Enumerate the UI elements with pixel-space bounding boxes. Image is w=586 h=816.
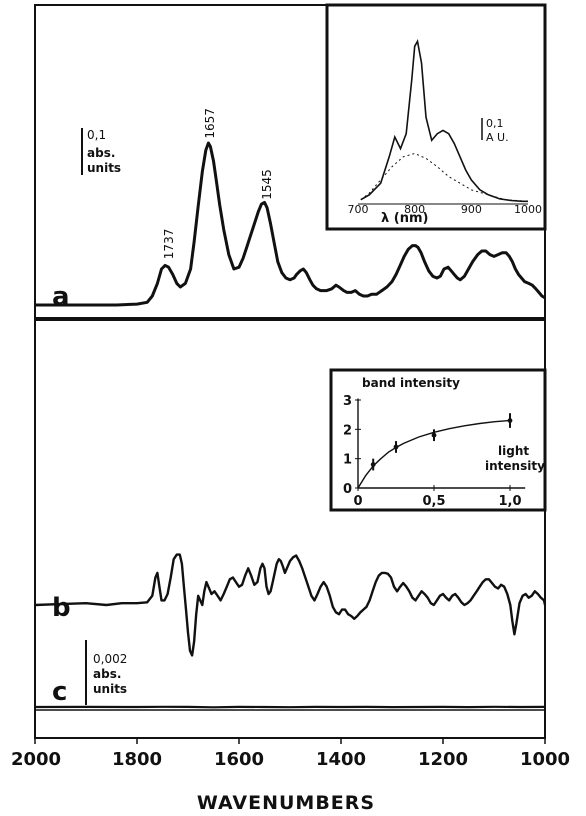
inset-b-plot bbox=[357, 413, 513, 489]
x-tick-label: 1200 bbox=[418, 749, 468, 770]
panel-c-scale-value: 0,002 bbox=[93, 652, 127, 666]
inset-b-point bbox=[507, 418, 513, 423]
inset-b-ticks: 0 1 2 3 0 0,5 1,0 bbox=[343, 394, 526, 509]
x-tick-label: 1800 bbox=[112, 749, 162, 770]
inset-b-xtick: 0,5 bbox=[422, 494, 445, 509]
inset-a-xtick: 900 bbox=[461, 203, 482, 216]
panel-a-scale-unit1: abs. bbox=[87, 146, 115, 160]
peak-label: 1657 bbox=[203, 108, 217, 139]
panel-a-peak-labels: 1737 1657 1545 bbox=[162, 108, 274, 259]
panel-b-label: b bbox=[52, 593, 71, 623]
x-tick-label: 2000 bbox=[11, 749, 61, 770]
inset-a-scale-value: 0,1 bbox=[486, 117, 504, 130]
x-tick-label: 1600 bbox=[214, 749, 264, 770]
inset-b-xlabel1: light bbox=[498, 444, 529, 458]
inset-b-xtick: 0 bbox=[353, 494, 362, 509]
inset-b-ytick: 0 bbox=[343, 482, 352, 497]
inset-a-dashed-line bbox=[360, 152, 529, 202]
inset-a-xlabel: λ (nm) bbox=[381, 211, 428, 226]
inset-b-ylabel: band intensity bbox=[362, 376, 460, 390]
inset-a-xtick: 1000 bbox=[514, 203, 542, 216]
peak-label: 1737 bbox=[162, 229, 176, 260]
panel-a bbox=[35, 141, 546, 307]
x-axis-label: WAVENUMBERS bbox=[197, 792, 375, 814]
panel-c-label: c bbox=[52, 677, 67, 707]
inset-a-xtick: 800 bbox=[404, 203, 425, 216]
panel-bc-frame bbox=[34, 317, 546, 739]
inset-b-ytick: 1 bbox=[343, 453, 352, 468]
panel-a-series-line bbox=[35, 141, 546, 307]
inset-b-frame bbox=[329, 368, 547, 512]
inset-a-plot bbox=[360, 38, 529, 203]
inset-b-xlabel2: intensity bbox=[485, 459, 545, 473]
panel-c-scale-unit1: abs. bbox=[93, 667, 121, 681]
inset-a-scale-bar: 0,1 A U. bbox=[481, 117, 509, 144]
inset-b-xtick: 1,0 bbox=[498, 494, 521, 509]
x-tick-label: 1400 bbox=[316, 749, 366, 770]
panel-b bbox=[34, 553, 547, 657]
inset-b: 0 1 2 3 0 0,5 1,0 band intensity light intensi… bbox=[329, 368, 547, 512]
panel-c-scale-unit2: units bbox=[93, 682, 127, 696]
inset-a-xticks: 700 800 900 1000 bbox=[348, 203, 543, 216]
inset-b-point bbox=[393, 444, 399, 450]
inset-a: 700 800 900 1000 λ (nm) 0,1 A U. bbox=[325, 3, 547, 231]
panel-a-scale-value: 0,1 bbox=[87, 128, 106, 142]
panel-b-series-line bbox=[34, 553, 547, 657]
inset-a-scale-unit: A U. bbox=[486, 131, 509, 144]
panel-c-series-line bbox=[34, 705, 546, 709]
inset-b-point bbox=[431, 432, 437, 438]
panel-a-scale-bar: 0,1 abs. units bbox=[81, 128, 121, 175]
inset-a-frame bbox=[325, 3, 547, 231]
x-tick-label: 1000 bbox=[520, 749, 570, 770]
panel-c bbox=[34, 705, 546, 709]
panel-a-label: a bbox=[52, 282, 70, 312]
peak-label: 1545 bbox=[260, 169, 274, 200]
x-axis: 2000 1800 1600 1400 1200 1000 bbox=[11, 738, 570, 770]
inset-b-point bbox=[370, 462, 376, 467]
inset-a-xtick: 700 bbox=[348, 203, 369, 216]
panel-a-scale-unit2: units bbox=[87, 161, 121, 175]
inset-b-ytick: 3 bbox=[343, 394, 352, 409]
panel-c-scale-bar: 0,002 abs. units bbox=[85, 640, 127, 705]
inset-b-ytick: 2 bbox=[343, 423, 352, 438]
